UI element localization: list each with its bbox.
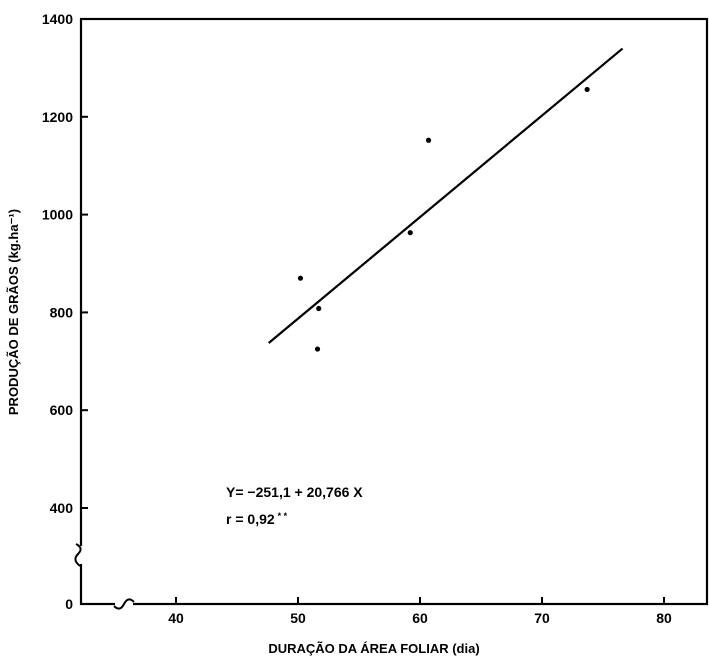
correlation-value: r = 0,92 [226, 511, 275, 527]
data-point [297, 275, 304, 281]
correlation-coefficient: r = 0,92 * * [226, 511, 288, 527]
y-axis-title: PRODUÇÃO DE GRÃOS (kg.ha⁻¹) [6, 209, 21, 415]
y-tick-label: 400 [50, 500, 74, 516]
data-point [316, 305, 322, 312]
data-points [297, 86, 590, 352]
data-point [407, 230, 413, 236]
y-tick-label: 1000 [42, 207, 73, 223]
data-point [584, 86, 590, 93]
y-tick-label: 600 [50, 402, 74, 418]
y-zero-label: 0 [65, 596, 73, 612]
data-point [425, 137, 432, 143]
data-point [314, 346, 321, 352]
y-tick-label: 1400 [42, 11, 73, 27]
y-tick-label: 1200 [42, 109, 73, 125]
y-tick-label: 800 [50, 304, 74, 320]
x-axis-ticks: 40 50 60 70 80 [168, 597, 672, 626]
plot-frame [79, 17, 709, 606]
regression-equation: Y= −251,1 + 20,766 X [226, 484, 363, 500]
significance-marker: * * [278, 511, 288, 521]
x-tick-label: 50 [290, 610, 306, 626]
x-tick-label: 40 [168, 610, 184, 626]
x-axis-title: DURAÇÃO DA ÁREA FOLIAR (dia) [268, 641, 479, 656]
y-axis-ticks: 400 600 800 1000 1200 1400 [42, 11, 88, 516]
x-axis-break [113, 598, 135, 610]
regression-line [268, 47, 624, 344]
x-tick-label: 80 [656, 610, 672, 626]
y-axis-break [74, 543, 87, 567]
x-tick-label: 60 [412, 610, 428, 626]
x-tick-label: 70 [534, 610, 550, 626]
